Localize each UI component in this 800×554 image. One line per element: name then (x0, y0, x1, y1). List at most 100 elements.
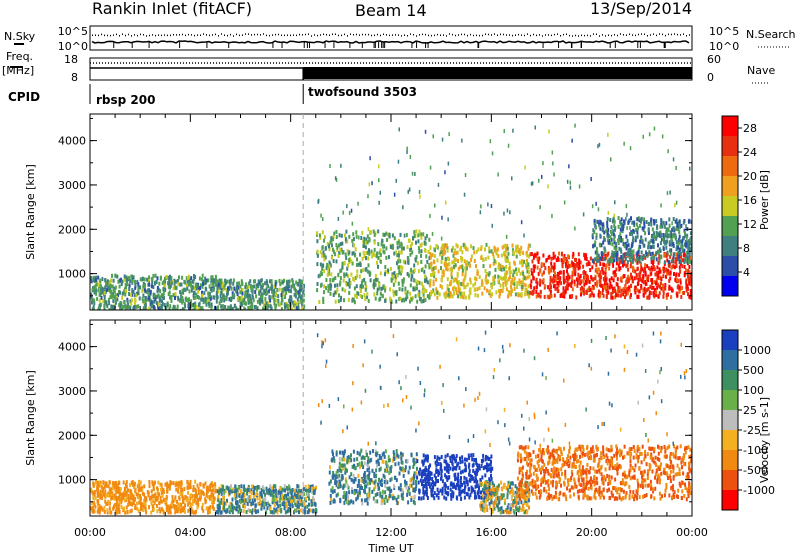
scatter-cell (614, 227, 616, 232)
scatter-cell (685, 280, 688, 285)
scatter-cell (394, 455, 397, 460)
scatter-cell (295, 292, 298, 296)
scatter-cell (207, 291, 210, 296)
scatter-cell (456, 280, 458, 285)
scatter-cell (390, 465, 393, 469)
scatter-cell (506, 244, 509, 248)
scatter-cell (262, 303, 265, 308)
scatter-cell (272, 489, 275, 494)
scatter-cell (431, 253, 434, 257)
scatter-cell (637, 256, 640, 261)
scatter-cell (552, 276, 555, 281)
scatter-cell (133, 293, 136, 298)
scatter-cell (468, 294, 471, 299)
scatter-cell (321, 253, 324, 258)
scatter-cell (498, 294, 501, 299)
scatter-cell (277, 294, 280, 299)
scatter-cell (280, 508, 283, 512)
scatter-cell (184, 288, 187, 293)
scatter-cell (526, 269, 529, 274)
scatter-cell (615, 261, 618, 266)
scatter-cell (384, 468, 387, 473)
scatter-cell (269, 298, 272, 303)
scatter-cell (564, 279, 567, 284)
scatter-cell (451, 294, 454, 299)
scatter-cell (218, 285, 221, 290)
scatter-cell (187, 502, 190, 507)
scatter-cell (484, 256, 487, 261)
scatter-cell (330, 283, 333, 288)
scatter-cell (402, 259, 405, 264)
scatter-cell (665, 293, 668, 298)
scatter-cell (134, 279, 136, 284)
scatter-cell (577, 266, 580, 271)
scatter-cell (461, 272, 464, 277)
scatter-cell (567, 254, 570, 259)
scatter-cell (212, 495, 215, 500)
scatter-cell (633, 223, 636, 228)
scatter-cell (252, 298, 255, 303)
scatter-cell (362, 455, 364, 460)
scatter-cell (295, 494, 298, 498)
scatter-cell (602, 270, 605, 275)
scatter-cell (505, 247, 508, 252)
scatter-cell (287, 506, 290, 511)
scatter-cell (507, 290, 510, 294)
scatter-cell (502, 281, 505, 286)
scatter-cell (644, 289, 647, 294)
scatter-cell (436, 258, 439, 263)
scatter-cell (622, 254, 625, 259)
scatter-cell (297, 500, 300, 505)
scatter-cell (124, 304, 127, 309)
scatter-cell (129, 305, 132, 310)
scatter-cell (322, 263, 324, 268)
scatter-cell (247, 508, 250, 513)
scatter-cell (414, 257, 417, 262)
scatter-cell (286, 509, 289, 514)
scatter-cell (352, 473, 355, 478)
scatter-cell (192, 510, 195, 515)
scatter-cell (622, 263, 624, 268)
scatter-cell (577, 272, 580, 277)
scatter-cell (153, 299, 156, 304)
scatter-cell (422, 299, 425, 304)
scatter-cell (157, 492, 160, 497)
scatter-cell (283, 484, 286, 489)
scatter-cell (109, 295, 112, 300)
scatter-cell (689, 231, 692, 236)
scatter-cell (519, 251, 522, 256)
scatter-cell (658, 259, 661, 264)
scatter-cell (362, 268, 365, 273)
scatter-cell (280, 301, 283, 306)
scatter-cell (571, 287, 574, 292)
scatter-cell (482, 257, 485, 262)
scatter-cell (673, 252, 676, 257)
scatter-cell (145, 290, 148, 294)
scatter-cell (610, 276, 613, 281)
scatter-cell (668, 217, 671, 222)
scatter-cell (466, 282, 469, 287)
scatter-cell (626, 254, 629, 259)
scatter-cell (339, 499, 342, 504)
scatter-cell (179, 298, 182, 303)
scatter-cell (486, 288, 488, 293)
scatter-cell (254, 305, 257, 309)
scatter-cell (449, 294, 452, 299)
scatter-cell (597, 256, 600, 261)
scatter-cell (515, 245, 518, 250)
scatter-cell (441, 275, 444, 280)
scatter-cell (464, 266, 467, 271)
scatter-cell (374, 282, 377, 287)
scatter-cell (549, 292, 552, 297)
scatter-cell (593, 243, 596, 247)
scatter-cell (469, 263, 472, 268)
scatter-cell (364, 287, 367, 292)
scatter-cell (511, 277, 514, 282)
scatter-cell (624, 295, 626, 300)
scatter-cell (501, 265, 504, 269)
scatter-cell (569, 282, 572, 287)
scatter-cell (125, 498, 128, 502)
scatter-cell (236, 292, 239, 296)
scatter-cell (669, 248, 671, 253)
scatter-cell (260, 298, 263, 303)
